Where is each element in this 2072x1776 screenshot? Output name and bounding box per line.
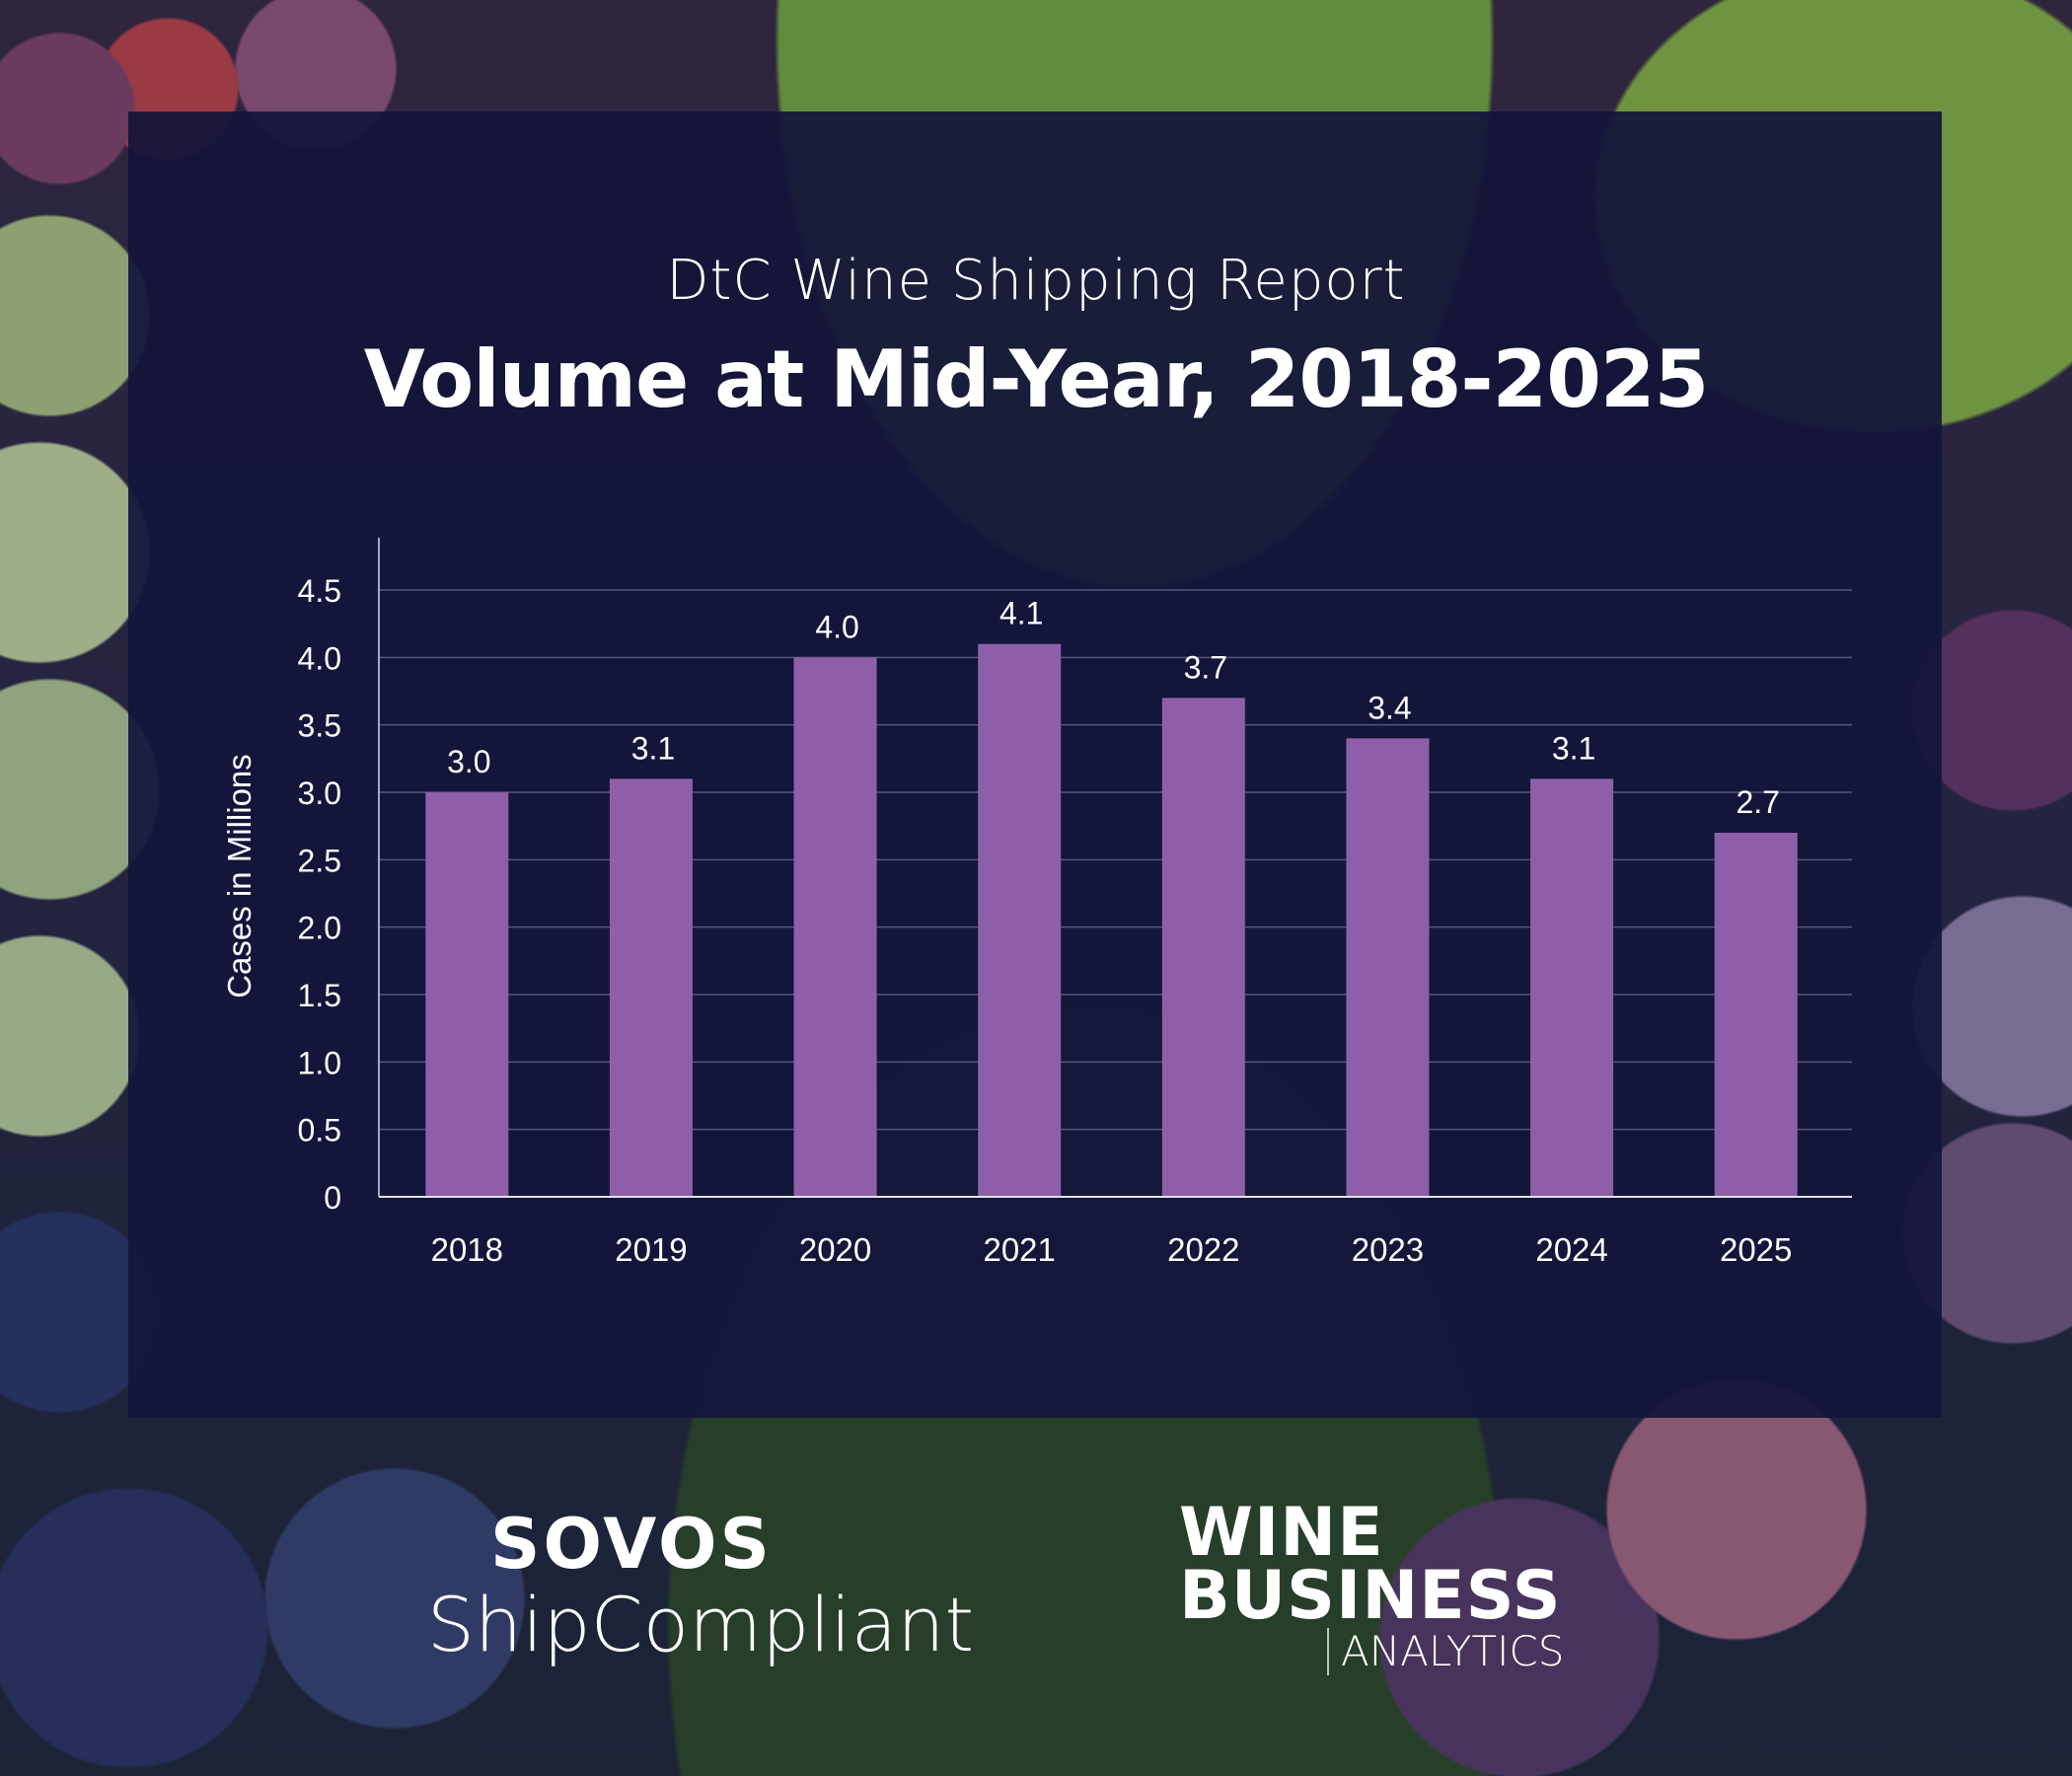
bar-data-label: 3.0 xyxy=(447,744,490,779)
sovos-shipcompliant-logo: SOVOS ShipCompliant xyxy=(424,1505,997,1666)
bar xyxy=(1161,698,1245,1197)
bar xyxy=(1714,833,1798,1197)
bar-data-label: 3.7 xyxy=(1184,649,1227,685)
gridlines xyxy=(379,589,1852,1131)
labels: 0 0.5 1.0 1.5 2.0 2.5 3.0 3.5 4.0 4.5 3.0 2018 3.1 20… xyxy=(298,573,1793,1268)
x-tick-label: 2022 xyxy=(1167,1231,1239,1268)
chart-title: Volume at Mid-Year, 2018-2025 xyxy=(363,333,1709,425)
bar xyxy=(609,778,693,1197)
bar-data-label: 2.7 xyxy=(1736,784,1779,820)
bar xyxy=(793,657,877,1197)
bar-data-label: 4.0 xyxy=(815,609,858,644)
x-tick-label: 2018 xyxy=(431,1231,503,1268)
y-tick-label: 3.5 xyxy=(298,708,341,744)
wine-logo-text: WINE xyxy=(1179,1494,1384,1572)
bar-data-label: 3.1 xyxy=(631,730,675,766)
x-tick-label: 2020 xyxy=(799,1231,871,1268)
bar xyxy=(425,792,509,1197)
y-tick-label: 1.0 xyxy=(298,1045,341,1080)
y-tick-label: 3.0 xyxy=(298,776,341,811)
bar xyxy=(1346,738,1430,1197)
shipcompliant-logo-text: ShipCompliant xyxy=(426,1581,975,1668)
bar xyxy=(978,643,1062,1197)
x-tick-label: 2024 xyxy=(1535,1231,1607,1268)
sovos-logo-text: SOVOS xyxy=(490,1504,773,1585)
report-subtitle: DtC Wine Shipping Report xyxy=(666,249,1406,313)
y-axis-label: Cases in Millions xyxy=(221,754,258,999)
y-tick-label: 4.0 xyxy=(298,640,341,676)
bar xyxy=(1530,778,1614,1197)
axes xyxy=(378,538,1852,1198)
y-tick-label: 2.0 xyxy=(298,911,341,946)
bars xyxy=(425,643,1798,1197)
x-tick-label: 2023 xyxy=(1352,1231,1424,1268)
business-logo-text: BUSINESS xyxy=(1179,1557,1562,1635)
analytics-logo-text: ANALYTICS xyxy=(1327,1628,1564,1675)
wine-business-analytics-logo: WINE BUSINESS ANALYTICS xyxy=(1179,1494,1564,1675)
y-tick-label: 1.5 xyxy=(298,978,341,1013)
x-tick-label: 2021 xyxy=(983,1231,1055,1268)
x-tick-label: 2025 xyxy=(1720,1231,1792,1268)
y-tick-label: 2.5 xyxy=(298,843,341,878)
y-tick-label: 4.5 xyxy=(298,573,341,609)
bar-data-label: 3.1 xyxy=(1552,730,1595,766)
bar-data-label: 3.4 xyxy=(1368,690,1411,725)
bar-data-label: 4.1 xyxy=(999,596,1043,631)
y-tick-label: 0.5 xyxy=(298,1113,341,1148)
y-tick-label: 0 xyxy=(324,1180,341,1216)
x-tick-label: 2019 xyxy=(615,1231,687,1268)
